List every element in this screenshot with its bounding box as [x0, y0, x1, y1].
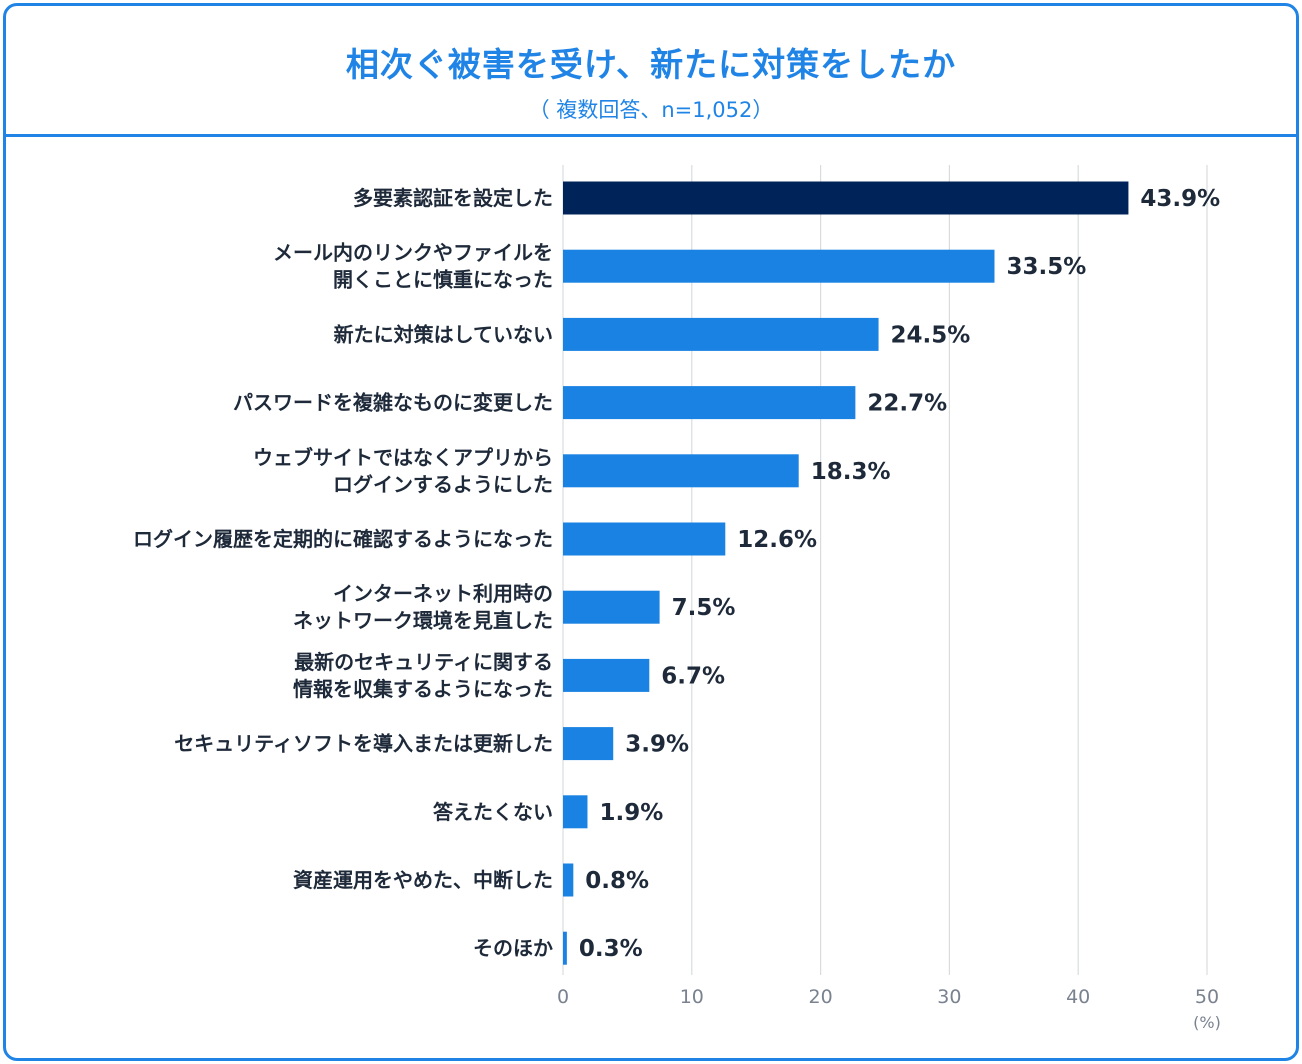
bar: [563, 386, 856, 420]
bar: [563, 590, 660, 624]
category-label: ログイン履歴を定期的に確認するようになった: [133, 527, 553, 551]
chart-title: 相次ぐ被害を受け、新たに対策をしたか: [345, 45, 957, 84]
x-tick-label: 0: [557, 986, 569, 1008]
value-label: 1.9%: [599, 800, 663, 826]
value-label: 6.7%: [661, 663, 725, 689]
category-label: 情報を収集するようになった: [293, 677, 553, 701]
bar: [563, 181, 1129, 215]
bar: [563, 727, 614, 761]
category-label: 多要素認証を設定した: [353, 186, 553, 210]
category-label: 資産運用をやめた、中断した: [293, 868, 553, 892]
x-tick-label: 10: [680, 986, 704, 1008]
value-label: 43.9%: [1140, 186, 1220, 212]
category-label: 新たに対策はしていない: [334, 322, 553, 346]
bar: [563, 454, 799, 488]
x-tick-label: 40: [1066, 986, 1090, 1008]
category-label: パスワードを複雑なものに変更した: [233, 391, 553, 415]
category-label: メール内のリンクやファイルを: [273, 241, 553, 265]
category-label: そのほか: [473, 936, 553, 960]
value-label: 24.5%: [891, 322, 971, 348]
bar: [563, 795, 588, 829]
bar: [563, 317, 879, 351]
bar: [563, 931, 567, 965]
value-label: 33.5%: [1006, 254, 1086, 280]
bar: [563, 249, 995, 283]
category-label: 答えたくない: [433, 800, 553, 824]
value-label: 18.3%: [811, 459, 891, 485]
value-label: 22.7%: [867, 391, 947, 417]
value-label: 12.6%: [737, 527, 817, 553]
value-label: 3.9%: [625, 732, 689, 758]
category-label: 最新のセキュリティに関する: [294, 650, 553, 674]
chart-header: 相次ぐ被害を受け、新たに対策をしたか （ 複数回答、n=1,052）: [6, 6, 1296, 134]
value-label: 0.8%: [585, 868, 649, 894]
x-tick-label: 50: [1195, 986, 1219, 1008]
bar: [563, 863, 574, 897]
value-label: 0.3%: [579, 936, 643, 962]
category-label: インターネット利用時の: [333, 582, 553, 606]
category-label: ウェブサイトではなくアプリから: [253, 445, 553, 469]
category-label: ネットワーク環境を見直した: [293, 609, 553, 633]
header-divider: [6, 134, 1296, 137]
bar: [563, 522, 726, 556]
chart-subtitle: （ 複数回答、n=1,052）: [528, 98, 774, 122]
value-label: 7.5%: [672, 595, 736, 621]
x-tick-label: 30: [937, 986, 961, 1008]
bar: [563, 658, 650, 692]
category-label: セキュリティソフトを導入または更新した: [174, 732, 553, 756]
x-axis-unit: (%): [1193, 1013, 1221, 1032]
category-label: ログインするようにした: [333, 472, 553, 496]
x-tick-label: 20: [809, 986, 833, 1008]
category-label: 開くことに慎重になった: [333, 268, 553, 292]
